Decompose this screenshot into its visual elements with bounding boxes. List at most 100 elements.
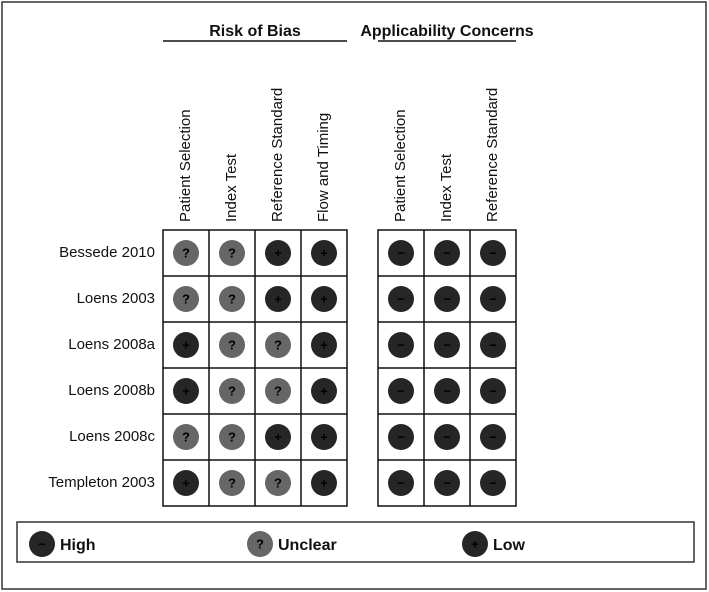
judgement-circle	[219, 286, 245, 312]
judgement-symbol: −	[443, 291, 451, 306]
judgement-circle	[480, 424, 506, 450]
judgement-circle	[265, 240, 291, 266]
study-label: Loens 2008a	[68, 336, 155, 353]
judgement-circle	[434, 286, 460, 312]
judgement-symbol: +	[320, 383, 328, 398]
judgement-symbol: ?	[228, 429, 236, 444]
column-header: Reference Standard	[484, 88, 501, 222]
judgement-symbol: −	[489, 429, 497, 444]
judgement-circle	[311, 470, 337, 496]
judgement-circle	[219, 240, 245, 266]
group-title: Applicability Concerns	[360, 23, 533, 40]
judgement-symbol: −	[443, 429, 451, 444]
study-label: Bessede 2010	[59, 244, 155, 261]
judgement-circle	[480, 378, 506, 404]
judgement-circle	[265, 424, 291, 450]
legend-symbol: ?	[256, 536, 264, 551]
judgement-symbol: +	[274, 291, 282, 306]
judgement-circle	[311, 286, 337, 312]
judgement-symbol: +	[182, 475, 190, 490]
judgement-circle	[388, 470, 414, 496]
column-header: Flow and Timing	[315, 113, 332, 222]
judgement-circle	[388, 240, 414, 266]
judgement-symbol: ?	[274, 337, 282, 352]
judgement-symbol: −	[489, 337, 497, 352]
legend-label: Low	[493, 537, 526, 554]
judgement-circle	[219, 470, 245, 496]
judgement-circle	[311, 424, 337, 450]
judgement-symbol: ?	[274, 475, 282, 490]
judgement-symbol: ?	[182, 429, 190, 444]
legend-symbol: +	[471, 536, 479, 551]
judgement-circle	[265, 378, 291, 404]
judgement-circle	[219, 378, 245, 404]
judgement-symbol: −	[397, 475, 405, 490]
judgement-symbol: ?	[228, 337, 236, 352]
study-label: Loens 2008c	[69, 428, 155, 445]
judgement-symbol: −	[443, 245, 451, 260]
legend-symbol: −	[38, 536, 46, 551]
judgement-circle	[219, 424, 245, 450]
legend-label: High	[60, 537, 96, 554]
judgement-symbol: −	[489, 383, 497, 398]
judgement-symbol: −	[397, 291, 405, 306]
judgement-circle	[434, 240, 460, 266]
judgement-symbol: ?	[228, 291, 236, 306]
judgement-symbol: +	[320, 291, 328, 306]
legend-label: Unclear	[278, 537, 337, 554]
judgement-circle	[480, 470, 506, 496]
judgement-circle	[265, 332, 291, 358]
judgement-symbol: +	[320, 475, 328, 490]
column-header: Reference Standard	[269, 88, 286, 222]
judgement-circle	[173, 424, 199, 450]
legend-circle	[247, 531, 273, 557]
judgement-circle	[311, 240, 337, 266]
judgement-circle	[388, 332, 414, 358]
judgement-circle	[311, 378, 337, 404]
legend-box	[16, 521, 695, 563]
judgement-circle	[388, 424, 414, 450]
judgement-symbol: +	[274, 245, 282, 260]
study-label: Loens 2003	[77, 290, 155, 307]
group-title: Risk of Bias	[209, 23, 301, 40]
column-header: Index Test	[223, 153, 240, 222]
judgement-symbol: +	[320, 429, 328, 444]
judgement-symbol: −	[443, 475, 451, 490]
judgement-circle	[480, 240, 506, 266]
judgement-circle	[434, 470, 460, 496]
judgement-symbol: ?	[182, 291, 190, 306]
judgement-symbol: +	[320, 337, 328, 352]
judgement-symbol: −	[397, 383, 405, 398]
judgement-symbol: −	[443, 383, 451, 398]
judgement-circle	[434, 332, 460, 358]
column-header: Patient Selection	[177, 109, 194, 222]
judgement-symbol: −	[397, 429, 405, 444]
judgement-circle	[173, 240, 199, 266]
judgement-symbol: +	[274, 429, 282, 444]
judgement-circle	[480, 286, 506, 312]
judgement-circle	[265, 470, 291, 496]
judgement-circle	[434, 378, 460, 404]
judgement-symbol: −	[489, 475, 497, 490]
judgement-symbol: +	[320, 245, 328, 260]
judgement-circle	[173, 378, 199, 404]
judgement-symbol: ?	[274, 383, 282, 398]
column-header: Patient Selection	[392, 109, 409, 222]
judgement-symbol: −	[397, 245, 405, 260]
judgement-circle	[173, 286, 199, 312]
judgement-circle	[173, 332, 199, 358]
judgement-symbol: −	[443, 337, 451, 352]
judgement-circle	[480, 332, 506, 358]
judgement-circle	[265, 286, 291, 312]
study-label: Templeton 2003	[48, 474, 155, 491]
judgement-circle	[173, 470, 199, 496]
judgement-symbol: −	[489, 291, 497, 306]
judgement-circle	[219, 332, 245, 358]
judgement-circle	[434, 424, 460, 450]
judgement-symbol: +	[182, 383, 190, 398]
legend-circle	[29, 531, 55, 557]
judgement-symbol: +	[182, 337, 190, 352]
judgement-symbol: ?	[228, 383, 236, 398]
study-label: Loens 2008b	[68, 382, 155, 399]
